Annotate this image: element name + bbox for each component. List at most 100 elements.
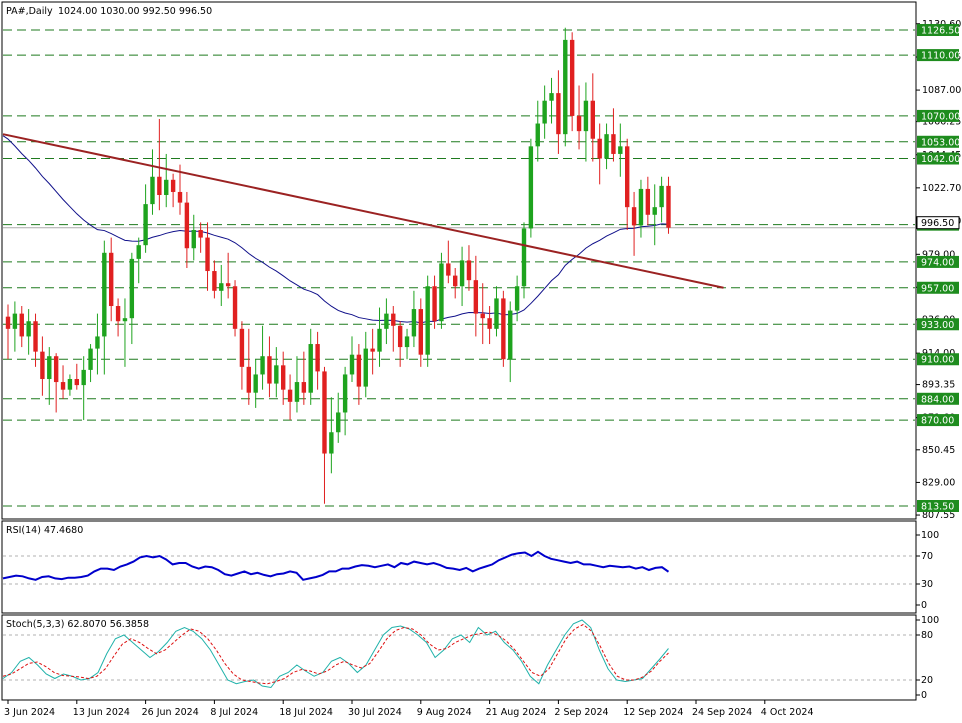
time-tick-label: 21 Aug 2024 xyxy=(486,707,547,718)
stochastic-title: Stoch(5,3,3) 62.8070 56.3858 xyxy=(6,619,149,630)
candle-body xyxy=(342,374,348,413)
candle-body xyxy=(501,298,506,360)
candle-body xyxy=(494,298,499,329)
level-tag: 910.00 xyxy=(917,353,959,366)
candle xyxy=(115,298,121,337)
candle xyxy=(322,366,327,504)
candle-body xyxy=(143,204,148,246)
candle xyxy=(342,366,348,436)
candle xyxy=(232,280,238,337)
candle-body xyxy=(411,309,417,337)
candle xyxy=(164,153,169,208)
candle-body xyxy=(356,354,362,387)
candle-body xyxy=(191,229,196,249)
level-tag-bg xyxy=(917,318,959,331)
candle xyxy=(439,252,444,329)
candle-body xyxy=(349,354,355,375)
candle-body xyxy=(528,146,534,229)
candle xyxy=(638,179,644,238)
level-tag: 1070.00 xyxy=(917,109,960,122)
time-tick-label: 24 Sep 2024 xyxy=(692,707,752,718)
candle xyxy=(391,306,396,352)
time-tick-label: 12 Sep 2024 xyxy=(623,707,683,718)
candle-body xyxy=(198,229,203,238)
candle-body xyxy=(397,325,403,348)
candle xyxy=(494,286,499,337)
stochastic-panel: 100 80 20 0 Stoch(5,3,3) 62.8070 56.3858 xyxy=(1,614,939,701)
candle-body xyxy=(184,202,190,249)
candle xyxy=(652,184,657,246)
candle xyxy=(501,290,506,367)
candle xyxy=(157,118,162,211)
candle xyxy=(40,336,45,396)
candle-body xyxy=(659,185,664,208)
candle xyxy=(253,359,258,408)
candle-body xyxy=(150,176,155,205)
time-tick-label: 13 Jun 2024 xyxy=(73,707,130,718)
candle xyxy=(267,336,272,398)
time-tick-label: 3 Jun 2024 xyxy=(4,707,55,718)
candle xyxy=(109,237,114,322)
level-tag-label: 884.00 xyxy=(921,394,954,405)
candle xyxy=(466,245,472,291)
candle-body xyxy=(370,348,375,352)
candle-body xyxy=(164,179,169,196)
candle-body xyxy=(638,188,644,226)
candle xyxy=(521,222,527,299)
candle xyxy=(370,328,375,375)
candle-body xyxy=(74,379,79,386)
candle-body xyxy=(67,379,73,390)
price-tick-label: 1022.70 xyxy=(922,183,961,194)
level-tag-label: 933.00 xyxy=(921,320,954,331)
candle-body xyxy=(170,179,176,192)
candle xyxy=(26,309,31,355)
candle-body xyxy=(439,263,444,322)
current-price-label: 996.50 xyxy=(921,218,954,229)
time-axis: 3 Jun 2024 13 Jun 2024 26 Jun 2024 8 Jul 20… xyxy=(4,700,813,718)
indicator-tick-label: 20 xyxy=(921,675,933,686)
candle xyxy=(274,347,279,398)
candle xyxy=(205,222,210,291)
candle-body xyxy=(322,371,327,454)
current-price-tag-bg xyxy=(916,216,960,230)
candle xyxy=(432,275,437,329)
candle xyxy=(122,298,128,367)
candle-body xyxy=(384,313,389,329)
candle-body xyxy=(95,336,100,349)
candle-body xyxy=(611,134,616,154)
candle xyxy=(446,240,451,284)
candle xyxy=(102,240,107,375)
time-tick-label: 18 Jul 2024 xyxy=(279,707,333,718)
rsi-plot: 100 70 30 0 xyxy=(2,530,939,611)
level-tag-label: 1053.00 xyxy=(921,137,960,148)
candle-body xyxy=(33,321,38,352)
candle xyxy=(336,392,341,443)
level-tag: 1110.00 xyxy=(917,49,960,62)
candle-body xyxy=(115,306,121,322)
rsi-line xyxy=(2,550,670,581)
candle-body xyxy=(563,39,568,135)
candle-body xyxy=(122,318,128,322)
candle-body xyxy=(5,316,11,329)
candle xyxy=(535,100,540,162)
indicator-tick-label: 30 xyxy=(921,579,933,590)
candle-body xyxy=(466,260,472,281)
candle xyxy=(5,304,11,360)
candle-body xyxy=(102,252,107,337)
indicator-tick-label: 80 xyxy=(921,630,933,641)
time-tick-label: 8 Jul 2024 xyxy=(210,707,258,718)
candle-body xyxy=(281,365,286,390)
candle xyxy=(542,85,547,139)
level-tag-bg xyxy=(917,281,959,294)
candle-body xyxy=(329,432,334,454)
level-tag-label: 957.00 xyxy=(921,283,954,294)
candle-body xyxy=(253,374,258,393)
level-tag-bg xyxy=(917,392,959,405)
candle xyxy=(625,138,630,230)
candle-body xyxy=(542,100,547,124)
candle-body xyxy=(576,115,582,132)
candle-body xyxy=(315,344,320,372)
candle xyxy=(604,123,609,170)
candle-body xyxy=(363,348,368,387)
